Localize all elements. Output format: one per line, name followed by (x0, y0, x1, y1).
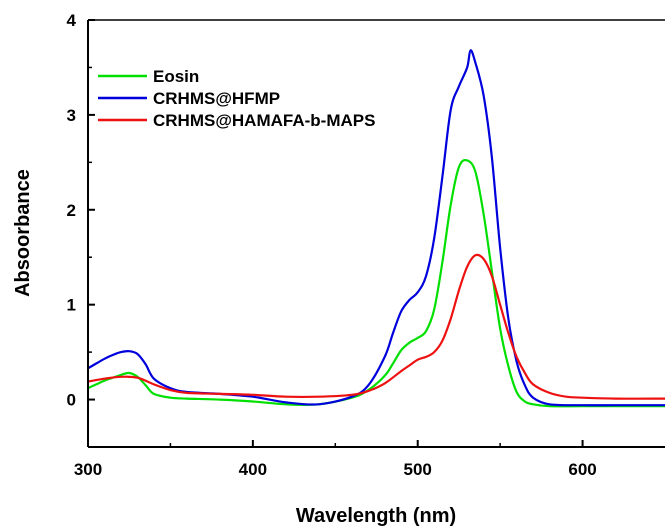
series-line-2 (88, 253, 665, 400)
y-tick-label-4: 4 (67, 11, 77, 30)
x-tick-label-2: 500 (404, 460, 432, 479)
series-line-0 (88, 158, 665, 408)
x-tick-label-3: 600 (568, 460, 596, 479)
y-tick-label-2: 2 (67, 201, 76, 220)
legend-label-0: Eosin (153, 67, 199, 86)
series-line-1 (88, 49, 665, 407)
y-tick-label-1: 1 (67, 296, 76, 315)
tick-layer: 300 400 500 600 0 1 2 3 4 (67, 11, 597, 479)
y-tick-label-0: 0 (67, 391, 76, 410)
legend-label-1: CRHMS@HFMP (153, 89, 280, 108)
legend: Eosin CRHMS@HFMP CRHMS@HAMAFA-b-MAPS (98, 67, 375, 130)
y-tick-label-3: 3 (67, 106, 76, 125)
legend-label-2: CRHMS@HAMAFA-b-MAPS (153, 111, 375, 130)
x-tick-label-0: 300 (74, 460, 102, 479)
y-axis-title: Absoorbance (12, 169, 34, 297)
x-tick-label-1: 400 (239, 460, 267, 479)
series-layer (88, 49, 665, 408)
x-axis-title: Wavelength (nm) (296, 505, 456, 527)
